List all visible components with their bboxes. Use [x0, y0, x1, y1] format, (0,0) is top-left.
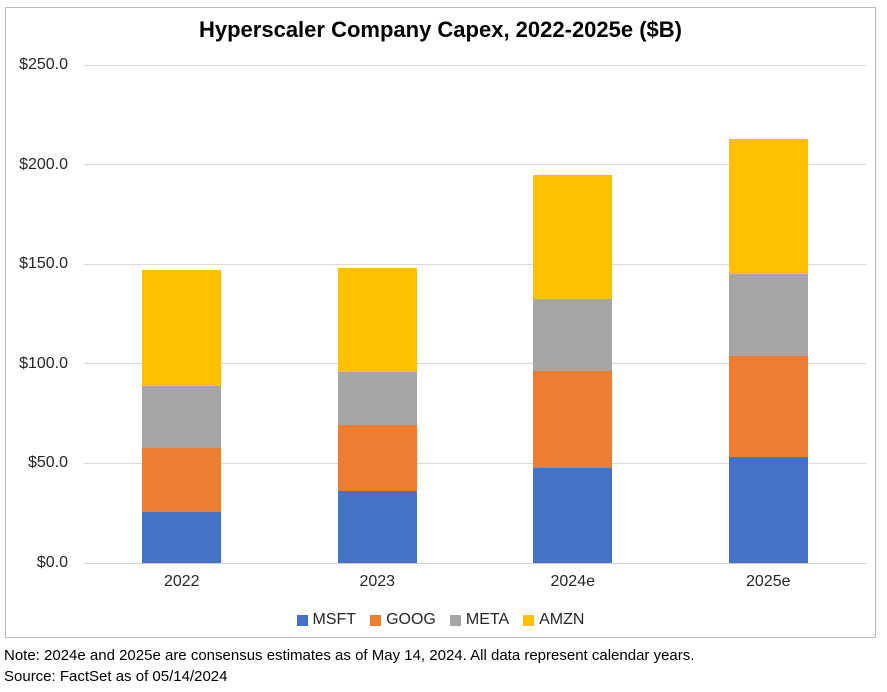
y-axis-label: $50.0: [27, 454, 68, 472]
legend-swatch-meta: [449, 614, 461, 626]
x-axis-line: [84, 562, 866, 564]
bar-segment-goog-2025e: [728, 356, 808, 458]
y-axis-label: $150.0: [19, 255, 68, 273]
legend-label-meta: META: [465, 611, 510, 628]
bar-segment-meta-2025e: [728, 274, 808, 357]
note-text: Note: 2024e and 2025e are consensus esti…: [4, 647, 695, 664]
bar-segment-amzn-2023: [337, 268, 417, 373]
bar-segment-amzn-2024e: [533, 174, 613, 300]
bar-segment-msft-2022: [142, 512, 222, 563]
bar-segment-amzn-2025e: [728, 139, 808, 275]
bar-segment-amzn-2022: [142, 270, 222, 387]
x-axis-label-2025e: 2025e: [746, 573, 791, 590]
gridline: [84, 462, 866, 464]
legend-swatch-msft: [296, 614, 308, 626]
legend-item-goog: GOOG: [370, 611, 436, 629]
gridline: [84, 363, 866, 365]
legend: MSFT GOOG META AMZN: [6, 611, 875, 629]
bar-segment-meta-2024e: [533, 299, 613, 372]
bar-segment-msft-2023: [337, 490, 417, 563]
bar-segment-goog-2022: [142, 447, 222, 513]
source-text: Source: FactSet as of 05/14/2024: [4, 668, 228, 685]
bar-segment-meta-2023: [337, 372, 417, 426]
x-axis-label-2022: 2022: [163, 573, 200, 590]
chart-title: Hyperscaler Company Capex, 2022-2025e ($…: [198, 17, 683, 42]
legend-label-amzn: AMZN: [539, 611, 585, 628]
bar-segment-msft-2025e: [728, 457, 808, 563]
legend-label-goog: GOOG: [386, 611, 436, 628]
y-axis-label: $100.0: [19, 354, 68, 372]
gridline: [84, 263, 866, 265]
gridline: [84, 64, 866, 66]
plot-area: [84, 64, 866, 564]
bar-segment-meta-2022: [142, 386, 222, 448]
y-axis-label: $200.0: [19, 155, 68, 173]
gridline: [84, 164, 866, 166]
legend-item-msft: MSFT: [296, 611, 357, 629]
legend-swatch-goog: [370, 614, 382, 626]
x-axis-label-2024e: 2024e: [550, 573, 596, 590]
legend-item-meta: META: [449, 611, 510, 629]
bar-segment-msft-2024e: [533, 467, 613, 563]
x-axis-label-2023: 2023: [359, 573, 396, 590]
legend-item-amzn: AMZN: [523, 611, 584, 629]
bar-segment-goog-2023: [337, 425, 417, 491]
y-axis-label: $0.0: [36, 554, 68, 571]
bar-segment-goog-2024e: [533, 371, 613, 468]
y-axis-label: $250.0: [19, 56, 68, 73]
legend-label-msft: MSFT: [312, 611, 357, 628]
chart-frame: Hyperscaler Company Capex, 2022-2025e ($…: [5, 7, 876, 638]
legend-swatch-amzn: [523, 614, 535, 626]
